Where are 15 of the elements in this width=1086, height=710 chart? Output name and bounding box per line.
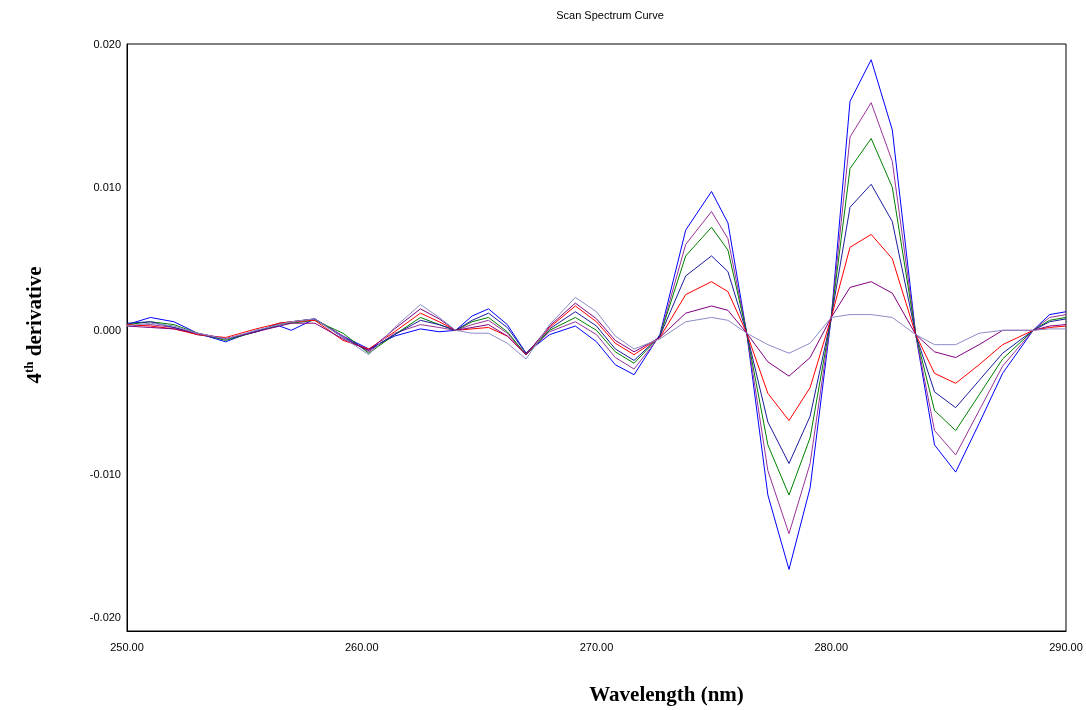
x-tick-label: 260.00 [344, 640, 379, 653]
x-tick-label: 280.00 [814, 640, 849, 653]
line-series [126, 281, 1067, 377]
line-series [126, 233, 1067, 422]
x-tick-label: 270.00 [579, 640, 614, 653]
y-tick-label: 0.010 [93, 181, 121, 194]
y-tick-label: -0.010 [89, 467, 121, 480]
y-tick-label: 0.020 [93, 38, 121, 50]
x-axis-title: Wavelength (nm) [589, 681, 744, 706]
x-tick-label: 290.00 [1049, 640, 1083, 653]
line-series [126, 296, 1067, 360]
chart-title: Scan Spectrum Curve [556, 8, 664, 21]
y-tick-label: 0.000 [93, 324, 121, 337]
y-tick-label: -0.020 [89, 610, 121, 623]
x-tick-label: 250.00 [110, 640, 144, 653]
